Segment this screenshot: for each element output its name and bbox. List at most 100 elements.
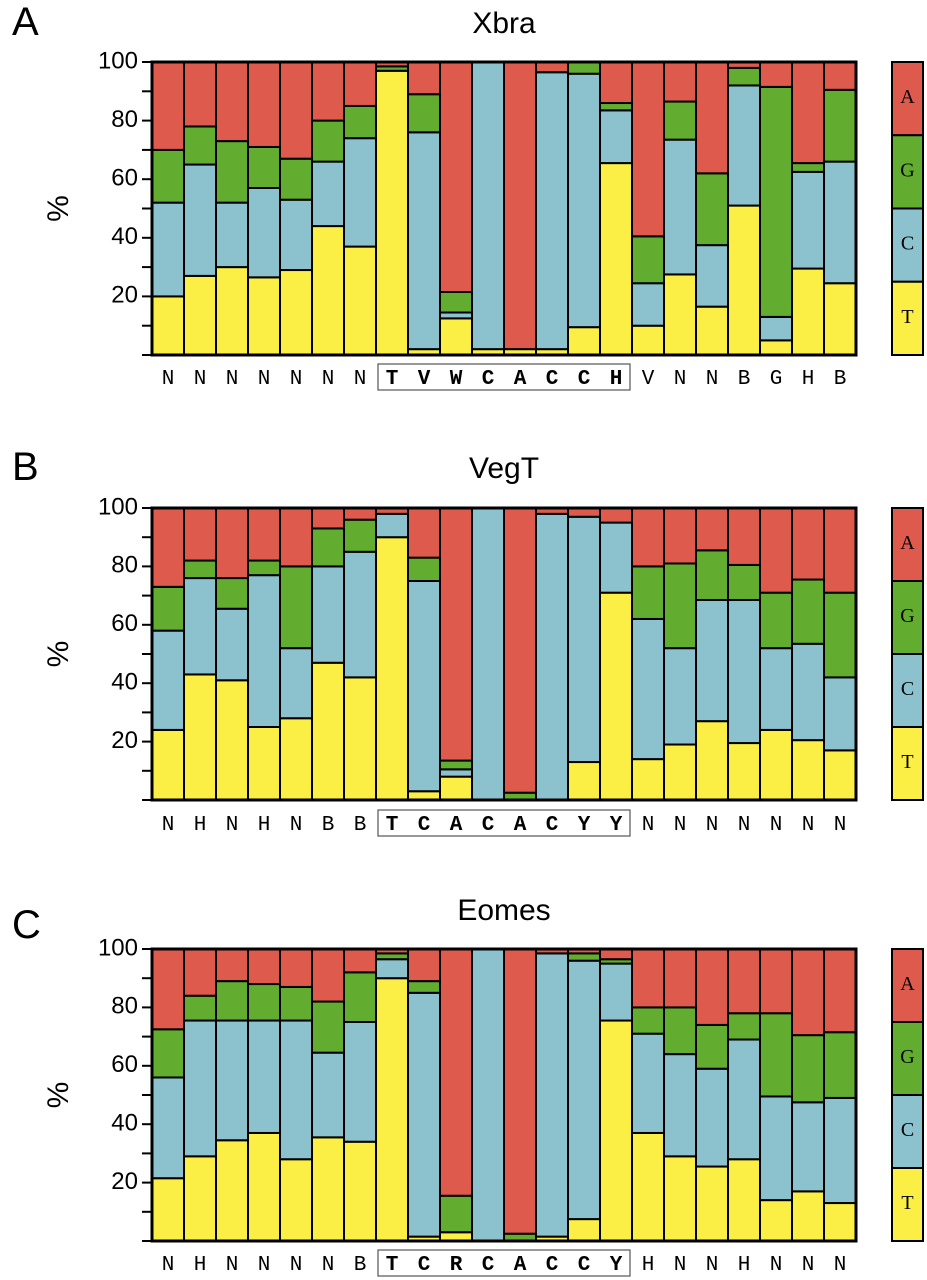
bar-segment-c: [215, 1019, 249, 1142]
bar-segment-a: [759, 61, 793, 88]
bar-segment-t: [791, 267, 825, 356]
bar-segment-t: [599, 1019, 633, 1242]
bar-segment-a: [631, 61, 665, 238]
y-tick-label: 20: [111, 282, 138, 309]
bar-segment-t: [375, 536, 409, 801]
bar-segment-a: [151, 61, 185, 151]
bar-segment-c: [631, 282, 665, 327]
core-base-label: C: [482, 1254, 495, 1277]
y-tick-label: 40: [111, 223, 138, 250]
legend-swatch-c: [891, 207, 924, 283]
flank-base-label: H: [738, 1254, 751, 1277]
y-tick-label: 100: [98, 934, 138, 961]
bar-segment-c: [407, 580, 441, 793]
flank-base-label: N: [290, 1254, 303, 1277]
y-tick-label: 40: [111, 1110, 138, 1137]
bar-segment-a: [663, 507, 697, 565]
flank-base-label: N: [290, 368, 303, 391]
bar-segment-a: [247, 61, 281, 148]
flank-base-label: N: [706, 1254, 719, 1277]
flank-base-label: N: [226, 1254, 239, 1277]
bar-segment-t: [375, 977, 409, 1242]
legend-swatch-g: [891, 1021, 924, 1096]
bar-segment-c: [183, 163, 217, 277]
bar-segment-a: [247, 507, 281, 562]
bar-segment-a: [247, 948, 281, 986]
bar-segment-c: [599, 962, 633, 1022]
bar-segment-t: [183, 274, 217, 357]
bar-segment-g: [439, 1194, 473, 1234]
bar-segment-t: [151, 728, 185, 801]
bar-segment-g: [599, 102, 633, 112]
bar-segment-a: [791, 61, 825, 165]
bar-segment-a: [439, 507, 473, 762]
bar-segment-c: [247, 186, 281, 279]
bar-segment-a: [279, 61, 313, 160]
core-base-label: Y: [578, 814, 591, 837]
bar-segment-a: [631, 507, 665, 568]
bar-segment-t: [823, 282, 857, 356]
legend-label-g: G: [900, 1046, 914, 1068]
core-motif-box: [377, 809, 631, 837]
bar-segment-g: [247, 983, 281, 1022]
y-tick-label: 80: [111, 106, 138, 133]
bar-segment-a: [695, 948, 729, 1026]
flank-base-label: N: [674, 814, 687, 837]
flank-base-label: B: [834, 368, 847, 391]
chart-title: Xbra: [472, 7, 536, 40]
bar-segment-t: [695, 1165, 729, 1243]
y-tick-label: 80: [111, 993, 138, 1020]
bar-segment-g: [311, 527, 345, 568]
bar-segment-c: [695, 598, 729, 723]
bar-segment-c: [407, 131, 441, 351]
bar-segment-c: [663, 1053, 697, 1158]
bar-segment-c: [823, 160, 857, 285]
bar-segment-c: [471, 948, 505, 1242]
bar-segment-g: [695, 1023, 729, 1070]
y-tick-label: 100: [98, 47, 138, 74]
bar-segment-t: [311, 225, 345, 356]
core-base-label: W: [450, 368, 463, 391]
core-base-label: C: [482, 368, 495, 391]
legend-label-a: A: [900, 86, 915, 108]
core-base-label: T: [386, 368, 399, 391]
flank-base-label: N: [258, 368, 271, 391]
bar-segment-t: [599, 162, 633, 356]
bar-segment-g: [343, 518, 377, 553]
bar-segment-t: [599, 591, 633, 801]
bar-segment-g: [215, 140, 249, 204]
bar-segment-c: [311, 565, 345, 664]
flank-base-label: N: [354, 368, 367, 391]
flank-base-label: N: [802, 1254, 815, 1277]
legend-label-c: C: [901, 233, 914, 255]
bar-segment-c: [279, 1019, 313, 1161]
bar-segment-t: [151, 295, 185, 356]
bar-segment-g: [151, 1028, 185, 1079]
bar-segment-a: [823, 507, 857, 594]
bar-segment-g: [247, 559, 281, 577]
y-tick-label: 100: [98, 493, 138, 520]
bar-segment-a: [599, 61, 633, 105]
core-base-label: A: [514, 814, 527, 837]
core-base-label: C: [578, 368, 591, 391]
flank-base-label: N: [226, 368, 239, 391]
y-tick-label: 80: [111, 552, 138, 579]
bar-segment-t: [567, 1218, 601, 1242]
legend-label-a: A: [900, 973, 915, 995]
bar-segment-a: [759, 948, 793, 1015]
bar-segment-a: [215, 61, 249, 143]
flank-base-label: G: [770, 368, 783, 391]
bar-segment-g: [823, 591, 857, 679]
bar-segment-t: [375, 69, 409, 356]
bar-segment-t: [215, 679, 249, 802]
flank-base-label: B: [322, 814, 335, 837]
bar-segment-a: [407, 948, 441, 983]
bar-segment-a: [759, 507, 793, 594]
bar-segment-a: [215, 948, 249, 983]
flank-base-label: N: [290, 814, 303, 837]
bar-segment-c: [471, 61, 505, 351]
bar-segment-c: [535, 71, 569, 351]
flank-base-label: N: [194, 368, 207, 391]
y-axis-label: %: [42, 641, 75, 668]
core-base-label: V: [418, 368, 431, 391]
